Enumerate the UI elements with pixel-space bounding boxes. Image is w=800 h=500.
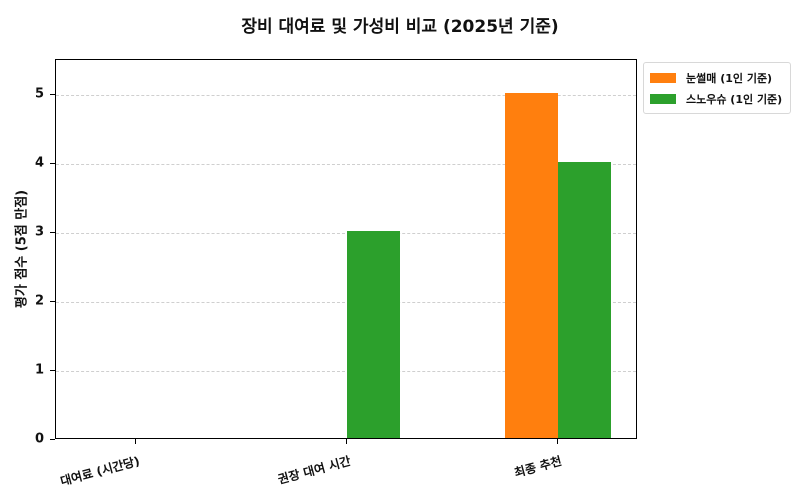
plot-area [55,59,637,439]
legend-item: 눈썰매 (1인 기준) [650,67,782,88]
gridline [56,301,636,303]
y-tick-label: 1 [34,362,44,378]
x-tick [557,439,558,444]
gridline [56,232,636,234]
y-tick-label: 0 [34,431,44,447]
y-tick [50,300,55,302]
y-tick [50,93,55,95]
legend-label: 눈썰매 (1인 기준) [686,71,773,85]
legend: 눈썰매 (1인 기준) 스노우슈 (1인 기준) [643,62,792,114]
y-tick-label: 5 [34,86,44,102]
y-tick [50,231,55,233]
bar-snowshoe [558,161,611,438]
y-tick [50,439,55,440]
x-tick [135,439,136,444]
x-tick [346,439,347,444]
y-tick [50,162,55,164]
x-tick-label: 권장 대여 시간 [276,453,353,487]
y-axis-title: 평가 점수 (5점 만점) [14,189,30,309]
x-tick-label: 최종 추천 [512,453,564,480]
y-tick-label: 2 [34,293,44,309]
y-tick-label: 3 [34,224,44,240]
bar-snowshoe [347,230,400,438]
legend-swatch-icon [650,93,676,104]
bar-sled [505,92,558,438]
legend-swatch-icon [650,72,676,83]
gridline [56,163,636,165]
y-tick [50,369,55,371]
chart-title: 장비 대여료 및 가성비 비교 (2025년 기준) [241,17,559,37]
legend-label: 스노우슈 (1인 기준) [686,92,783,106]
legend-item: 스노우슈 (1인 기준) [650,88,782,109]
gridline [56,94,636,96]
gridline [56,370,636,372]
y-tick-label: 4 [34,155,44,171]
x-tick-label: 대여료 (시간당) [58,453,142,489]
